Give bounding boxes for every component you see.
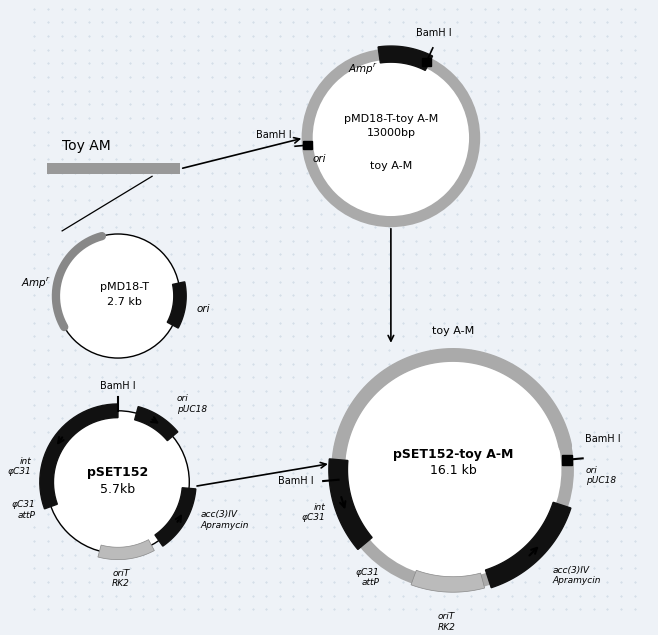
Text: pSET152: pSET152 (88, 466, 149, 479)
Circle shape (47, 411, 190, 554)
Polygon shape (98, 540, 155, 559)
Text: 2.7 kb: 2.7 kb (107, 297, 141, 307)
Text: toy A-M: toy A-M (432, 326, 474, 337)
Circle shape (338, 355, 568, 584)
Text: pMD18-T: pMD18-T (99, 282, 149, 291)
Text: toy A-M: toy A-M (370, 161, 412, 171)
Text: 16.1 kb: 16.1 kb (430, 464, 476, 478)
Text: BamH I: BamH I (278, 476, 314, 486)
Bar (422, 58, 430, 66)
Text: φC31
attP: φC31 attP (355, 568, 379, 587)
Bar (303, 141, 312, 149)
Circle shape (322, 69, 459, 206)
Polygon shape (135, 406, 178, 441)
Text: Amp$^r$: Amp$^r$ (348, 62, 378, 77)
Text: pSET152-toy A-M: pSET152-toy A-M (393, 448, 513, 461)
Text: pMD18-T-toy A-M: pMD18-T-toy A-M (343, 114, 438, 124)
Text: 5.7kb: 5.7kb (101, 483, 136, 496)
Text: ori
pUC18: ori pUC18 (586, 466, 616, 485)
Polygon shape (167, 282, 186, 328)
Polygon shape (486, 502, 571, 588)
Text: Toy AM: Toy AM (62, 139, 111, 154)
Polygon shape (155, 488, 196, 546)
Polygon shape (411, 570, 485, 592)
Text: int
φC31: int φC31 (7, 457, 31, 476)
Text: oriT
RK2: oriT RK2 (438, 612, 455, 632)
Text: ori: ori (313, 154, 326, 164)
Bar (47, 163, 180, 175)
Text: φC31
attP: φC31 attP (12, 500, 36, 519)
Circle shape (56, 234, 180, 358)
Text: BamH I: BamH I (417, 28, 452, 37)
Text: acc(3)IV
Apramycin: acc(3)IV Apramycin (552, 566, 601, 585)
Polygon shape (40, 404, 118, 509)
Text: BamH I: BamH I (100, 381, 136, 391)
Text: BamH I: BamH I (584, 434, 620, 444)
Text: ori
pUC18: ori pUC18 (177, 394, 207, 413)
Circle shape (354, 371, 551, 568)
Text: Amp$^r$: Amp$^r$ (21, 276, 51, 291)
Text: ori: ori (196, 304, 210, 314)
Text: 13000bp: 13000bp (367, 128, 415, 138)
Text: BamH I: BamH I (257, 130, 292, 140)
Polygon shape (378, 46, 432, 70)
Text: int
φC31: int φC31 (302, 503, 326, 522)
Text: oriT
RK2: oriT RK2 (112, 569, 130, 589)
Text: acc(3)IV
Apramycin: acc(3)IV Apramycin (200, 511, 249, 530)
Polygon shape (329, 459, 372, 549)
Circle shape (307, 54, 474, 222)
Bar (563, 455, 572, 465)
